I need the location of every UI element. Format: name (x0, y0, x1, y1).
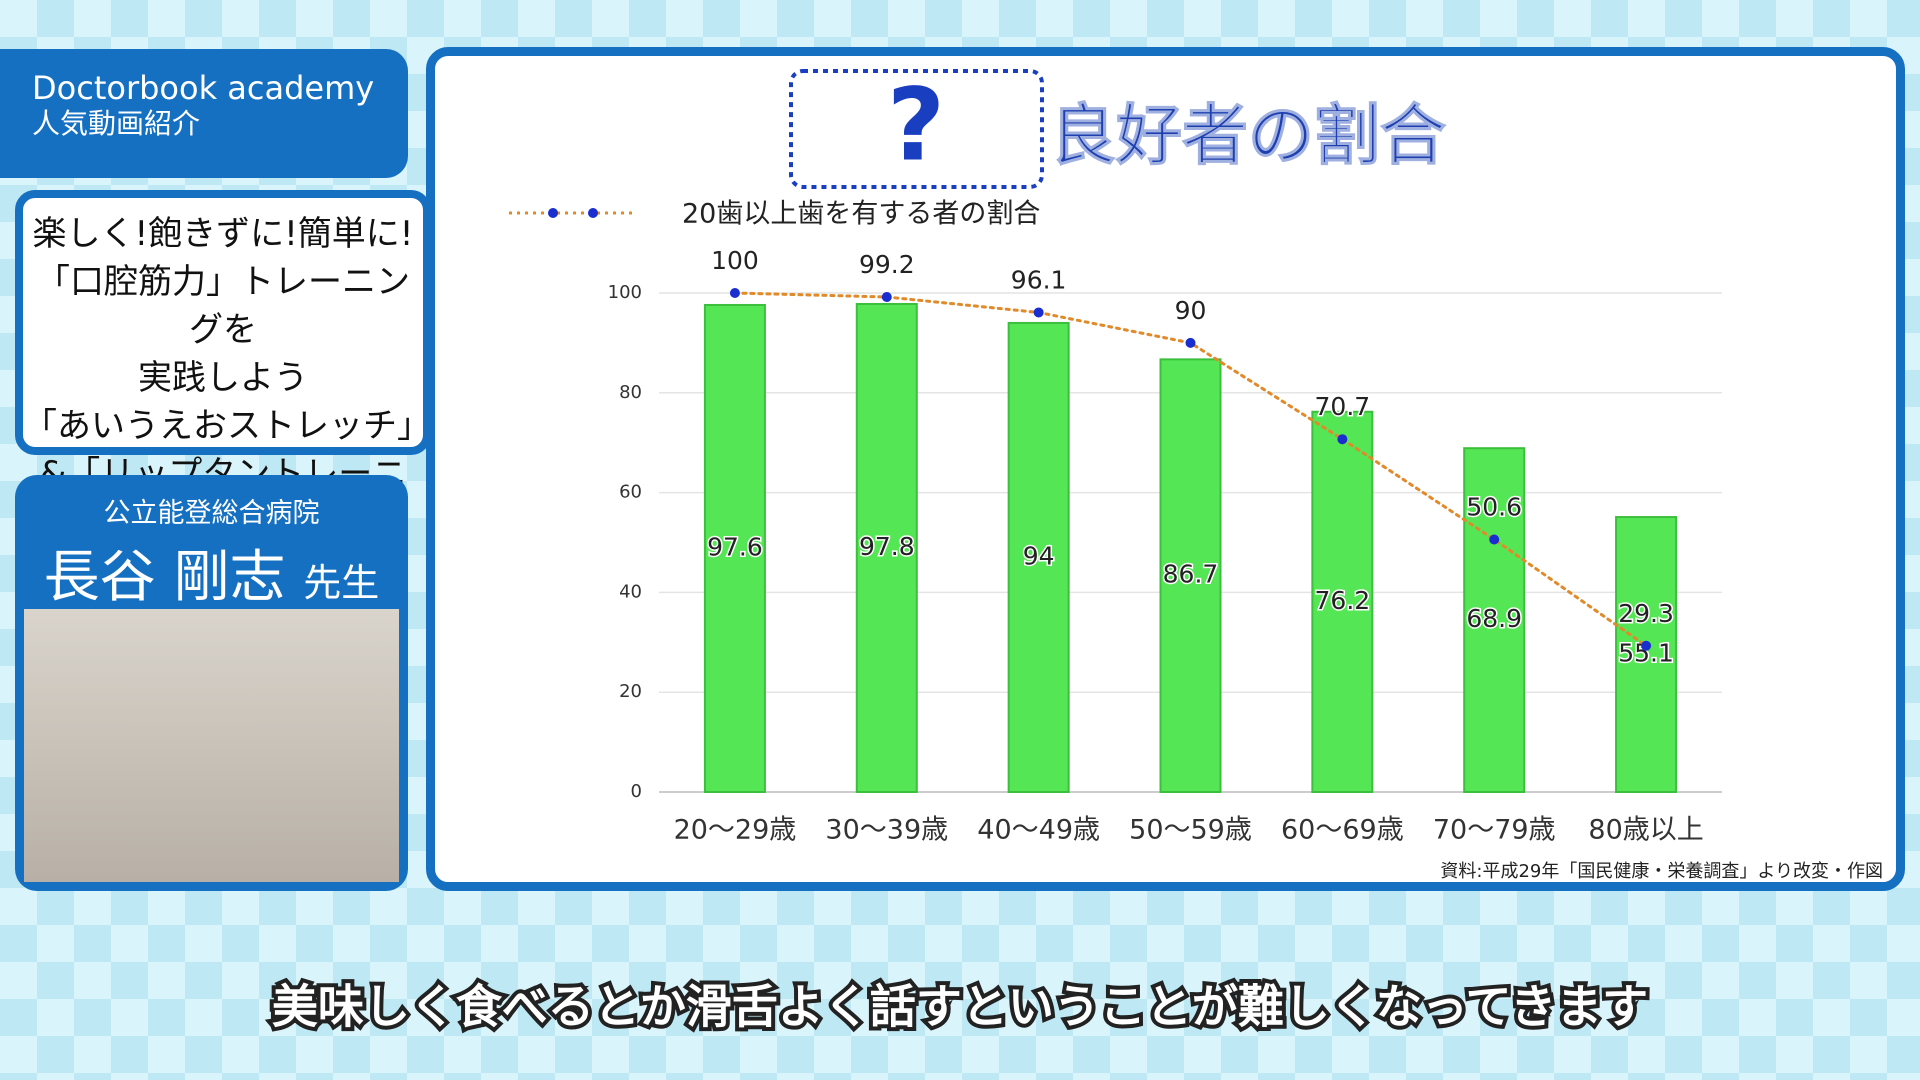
chart-title: 良好者の割合 (1050, 97, 1446, 174)
line-point (729, 288, 740, 298)
line-label: 70.7 (1315, 392, 1371, 421)
bar (1007, 321, 1070, 793)
title-line: 楽しく!飽きずに!簡単に! (32, 214, 414, 254)
bar (1159, 358, 1222, 793)
bar-label: 97.8 (859, 532, 915, 561)
line-label: 50.6 (1466, 493, 1522, 522)
y-tick-label: 40 (619, 581, 642, 602)
title-line: 「口腔筋力」トレーニングを (36, 262, 410, 350)
bar-label: 76.2 (1315, 586, 1371, 615)
speaker-box: 公立能登総合病院 長谷 剛志 先生 (15, 475, 408, 891)
bar (1311, 410, 1374, 793)
x-tick-label: 20～29歳 (674, 815, 797, 846)
line-label: 90 (1175, 296, 1207, 325)
line-point (1185, 337, 1196, 348)
line-point (1641, 640, 1652, 651)
bar (703, 303, 766, 793)
line-point (1033, 307, 1044, 318)
legend-label: 20歯以上歯を有する者の割合 (682, 199, 1040, 230)
bar (855, 302, 918, 793)
line-point (1489, 534, 1500, 545)
y-tick-label: 100 (608, 282, 642, 303)
video-feed (24, 609, 399, 882)
title-box (789, 69, 1044, 189)
hospital: 公立能登総合病院 (103, 498, 320, 529)
line-label: 100 (711, 246, 759, 275)
x-tick-label: 30～39歳 (825, 815, 948, 846)
caption: 美味しく食べるとか滑舌よく話すということが難しくなってきます (272, 980, 1648, 1034)
speaker-name: 長谷 剛志 (43, 545, 286, 610)
honorific: 先生 (303, 561, 380, 605)
x-tick-label: 60～69歳 (1281, 815, 1404, 846)
y-tick-label: 60 (619, 482, 642, 503)
line-label: 29.3 (1618, 599, 1674, 628)
bar (1615, 516, 1678, 794)
bar (1463, 447, 1526, 793)
y-tick-label: 20 (619, 681, 642, 702)
x-tick-label: 70～79歳 (1433, 815, 1556, 846)
bar-label: 94 (1023, 541, 1055, 570)
title-line: 実践しよう (138, 358, 308, 398)
y-tick-label: 0 (631, 781, 642, 802)
title-mark: ? (887, 66, 945, 183)
legend-marker (588, 208, 598, 218)
source-note: 資料:平成29年「国民健康・栄養調査」より改変・作図 (1440, 861, 1883, 882)
title-line: 「あいうえおストレッチ」 (23, 406, 431, 446)
brand: Doctorbook academy (32, 69, 375, 107)
y-tick-label: 80 (619, 382, 642, 403)
line-point (881, 291, 892, 302)
brand-box: Doctorbook academy 人気動画紹介 (0, 49, 408, 178)
x-tick-label: 80歳以上 (1588, 815, 1703, 846)
legend-marker (548, 208, 558, 218)
line-label: 99.2 (859, 250, 915, 279)
brand-subtitle: 人気動画紹介 (32, 107, 201, 140)
bar-label: 86.7 (1163, 560, 1219, 589)
bar-label: 68.9 (1466, 604, 1522, 633)
line-point (1337, 434, 1348, 445)
line-label: 96.1 (1011, 265, 1067, 294)
x-tick-label: 40～49歳 (977, 815, 1100, 846)
bar-label: 97.6 (707, 532, 763, 561)
x-tick-label: 50～59歳 (1129, 815, 1252, 846)
